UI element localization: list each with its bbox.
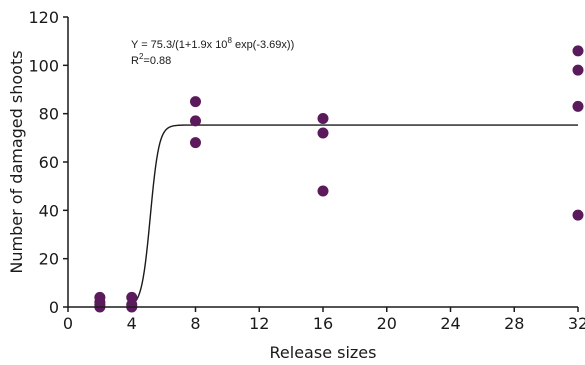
y-axis-title: Number of damaged shoots [7,50,26,273]
fit-curve [128,124,578,307]
x-tick-label: 28 [504,314,524,333]
x-tick-label: 20 [377,314,397,333]
y-tick-label: 60 [39,153,59,172]
x-tick-label: 32 [568,314,585,333]
data-point [190,137,201,149]
data-point [572,100,584,112]
x-tick-label: 4 [127,314,137,333]
data-point [317,127,329,139]
x-tick-label: 24 [440,314,460,333]
data-point [190,115,201,127]
equation-annotation: Y = 75.3/(1+1.9x 108 exp(-3.69x)) [131,36,294,51]
y-tick-label: 40 [39,201,59,220]
y-tick-label: 80 [39,105,59,124]
data-point [126,291,138,303]
x-tick-label: 16 [313,314,333,333]
data-point [572,45,584,57]
equation-suffix: exp(-3.69x)) [232,39,294,51]
r2-prefix: R [131,55,139,67]
data-point [94,291,106,303]
data-point [572,209,584,221]
data-point [317,185,329,197]
data-point [190,96,201,108]
x-tick-label: 0 [63,314,73,333]
x-axis-title: Release sizes [270,343,377,362]
equation-prefix: Y = 75.3/(1+1.9x 10 [131,39,227,51]
equation-exponent: 8 [227,36,232,45]
r2-suffix: =0.88 [143,55,171,67]
y-tick-label: 0 [49,298,59,317]
r2-exponent: 2 [139,52,144,61]
data-point [317,113,329,124]
data-points [94,45,584,313]
y-tick-label: 120 [28,8,59,27]
x-tick-label: 8 [190,314,200,333]
data-point [572,64,584,76]
y-tick-label: 100 [28,56,59,75]
x-tick-label: 12 [249,314,269,333]
r-squared-annotation: R2=0.88 [131,52,171,67]
y-tick-label: 20 [39,250,59,269]
